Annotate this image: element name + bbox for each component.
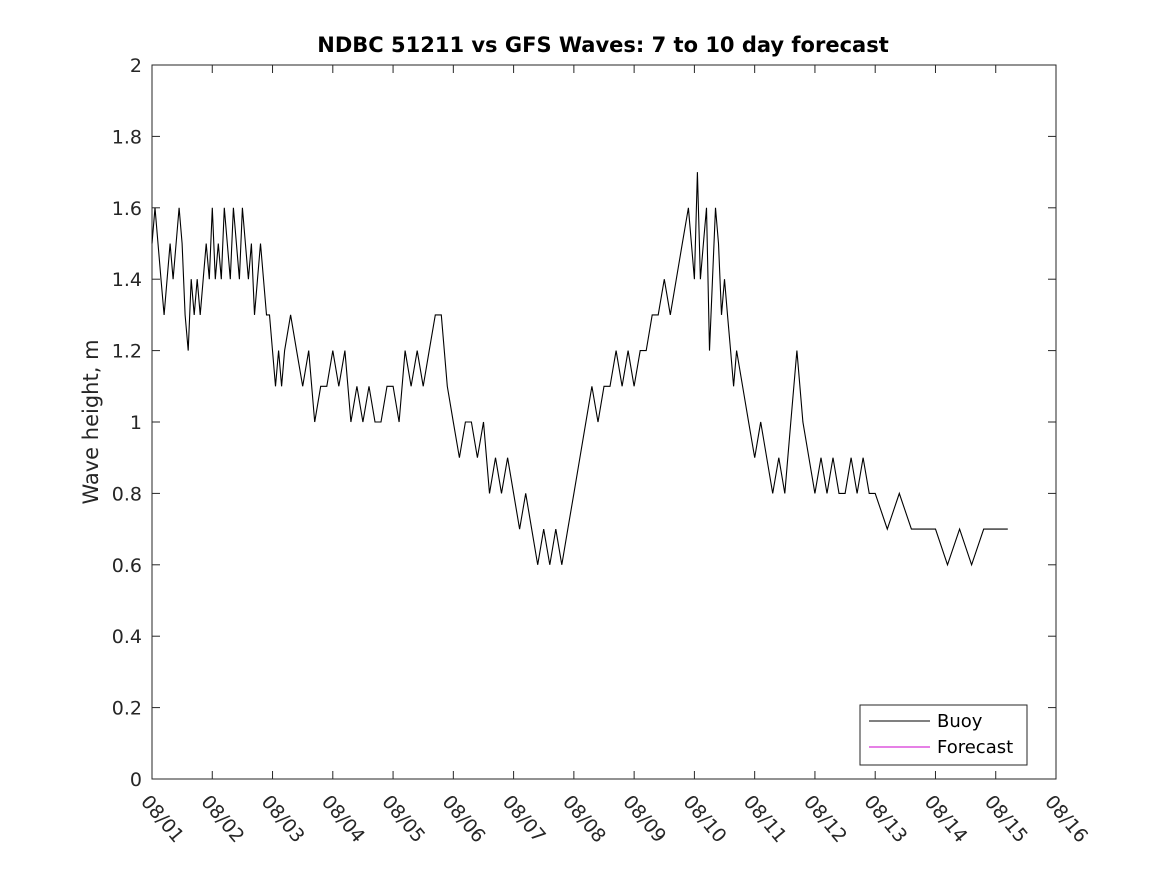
legend-box bbox=[859, 704, 1028, 766]
x-tick-label: 08/09 bbox=[618, 791, 670, 847]
x-tick-label: 08/15 bbox=[980, 791, 1032, 847]
x-tick-label: 08/08 bbox=[558, 791, 610, 847]
y-tick-label: 0 bbox=[130, 769, 142, 791]
y-tick-label: 1.4 bbox=[112, 269, 142, 291]
y-tick-label: 1.2 bbox=[112, 341, 142, 363]
x-tick-label: 08/04 bbox=[317, 791, 369, 847]
y-tick-label: 0.6 bbox=[112, 555, 142, 577]
series-layer bbox=[151, 172, 1008, 567]
y-tick-label: 0.8 bbox=[112, 483, 142, 505]
legend-label-buoy: Buoy bbox=[937, 711, 983, 732]
x-tick-label: 08/02 bbox=[196, 791, 248, 847]
x-tick-label: 08/01 bbox=[136, 791, 188, 847]
chart-title: NDBC 51211 vs GFS Waves: 7 to 10 day for… bbox=[317, 33, 888, 57]
legend-label-forecast: Forecast bbox=[937, 737, 1013, 758]
x-tick-label: 08/05 bbox=[377, 791, 429, 847]
x-tick-label: 08/11 bbox=[739, 791, 791, 847]
legend: Buoy Forecast bbox=[859, 704, 1028, 766]
y-tick-label: 1.8 bbox=[112, 126, 142, 148]
x-tick-label: 08/10 bbox=[679, 791, 731, 847]
x-tick-label: 08/03 bbox=[257, 791, 309, 847]
x-tick-label: 08/12 bbox=[799, 791, 851, 847]
y-tick-label: 2 bbox=[130, 55, 142, 77]
x-tick-label: 08/06 bbox=[438, 791, 490, 847]
plot-area bbox=[151, 64, 1057, 780]
y-tick-label: 0.2 bbox=[112, 698, 142, 720]
y-axis: 0 0.2 0.4 0.6 0.8 1 1.2 1.4 1.6 1.8 2 bbox=[112, 55, 1056, 791]
y-tick-label: 1.6 bbox=[112, 198, 142, 220]
x-tick-label: 08/16 bbox=[1040, 791, 1092, 847]
y-axis-label: Wave height, m bbox=[79, 339, 103, 504]
y-tick-label: 1 bbox=[130, 412, 142, 434]
x-tick-label: 08/14 bbox=[920, 791, 972, 847]
x-tick-label: 08/13 bbox=[859, 791, 911, 847]
x-tick-label: 08/07 bbox=[498, 791, 550, 847]
series-line-buoy bbox=[151, 172, 1008, 567]
y-tick-label: 0.4 bbox=[112, 626, 142, 648]
